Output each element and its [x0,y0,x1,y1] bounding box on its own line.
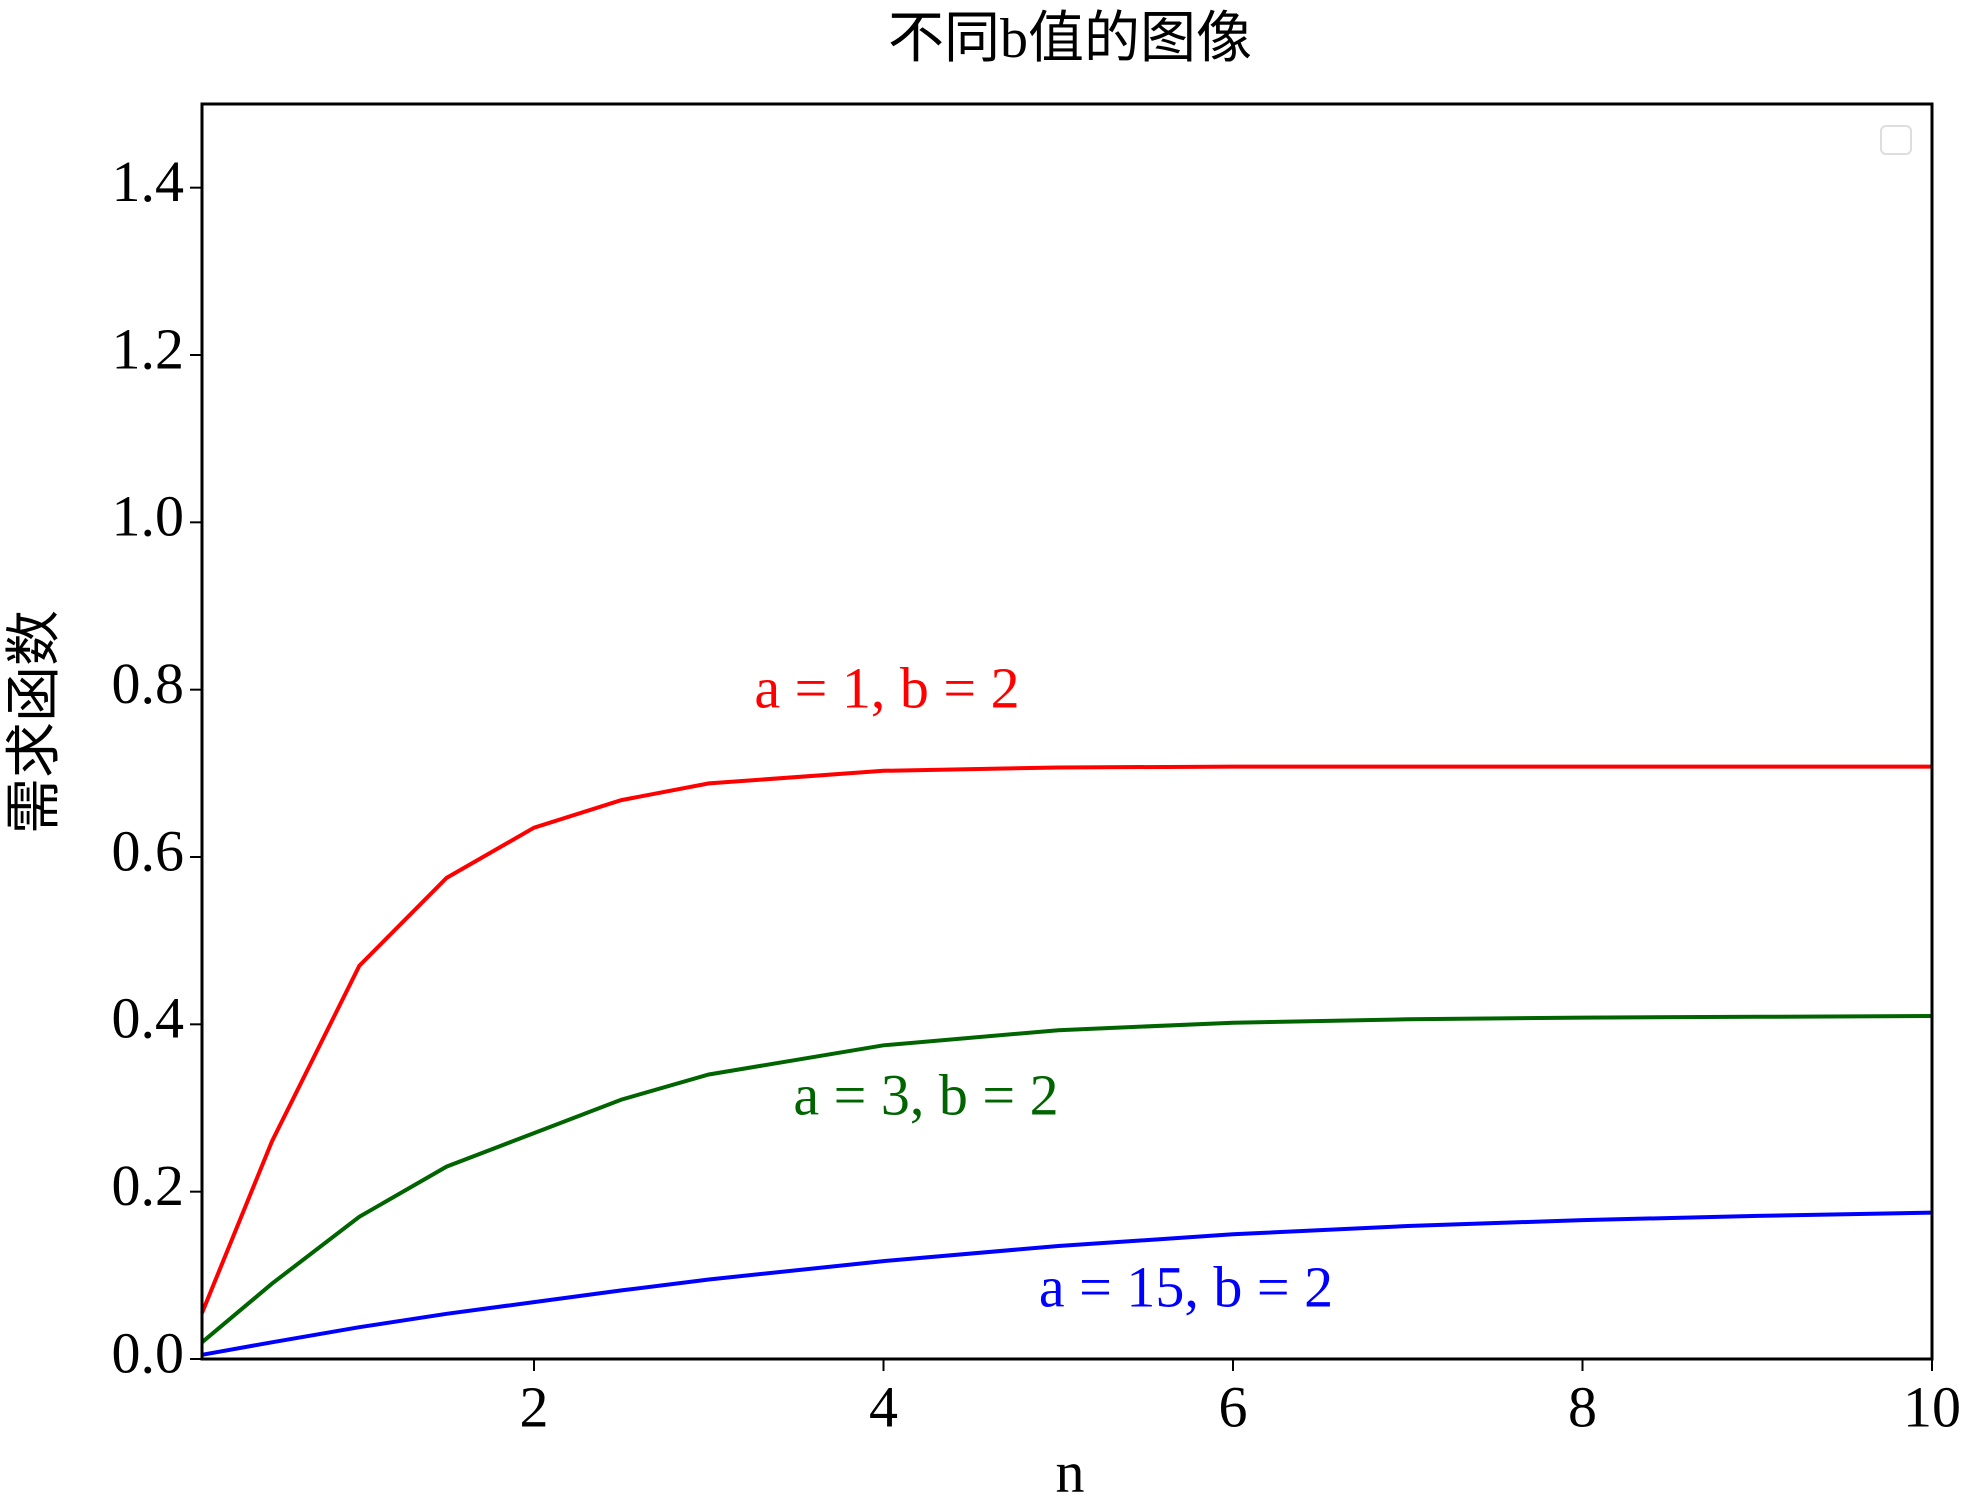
y-tick-label: 0.0 [112,1320,185,1385]
series-label: a = 15, b = 2 [1039,1254,1333,1319]
y-tick-label: 0.4 [112,986,185,1051]
y-tick-label: 1.0 [112,484,185,549]
x-tick-label: 4 [869,1374,898,1439]
y-tick-label: 1.4 [112,149,185,214]
chart-title: 不同b值的图像 [888,8,1252,70]
y-tick-label: 0.2 [112,1153,185,1218]
x-tick-label: 2 [520,1374,549,1439]
series-label: a = 3, b = 2 [793,1062,1058,1127]
y-tick-label: 1.2 [112,316,185,381]
series-line [201,1210,1933,1357]
series-line [200,764,1932,1314]
series-line [200,1014,1933,1344]
x-tick-label: 8 [1568,1374,1597,1439]
legend-box [1880,125,1912,155]
x-axis-label: n [1056,1439,1085,1504]
x-tick-label: 6 [1219,1374,1248,1439]
series-label: a = 1, b = 2 [754,655,1019,720]
y-tick-label: 0.6 [112,818,185,883]
y-tick-label: 0.8 [112,651,185,716]
plot-frame [200,102,1934,1361]
x-tick-label: 10 [1903,1374,1961,1439]
y-axis-label: 需求函数 [4,610,66,834]
